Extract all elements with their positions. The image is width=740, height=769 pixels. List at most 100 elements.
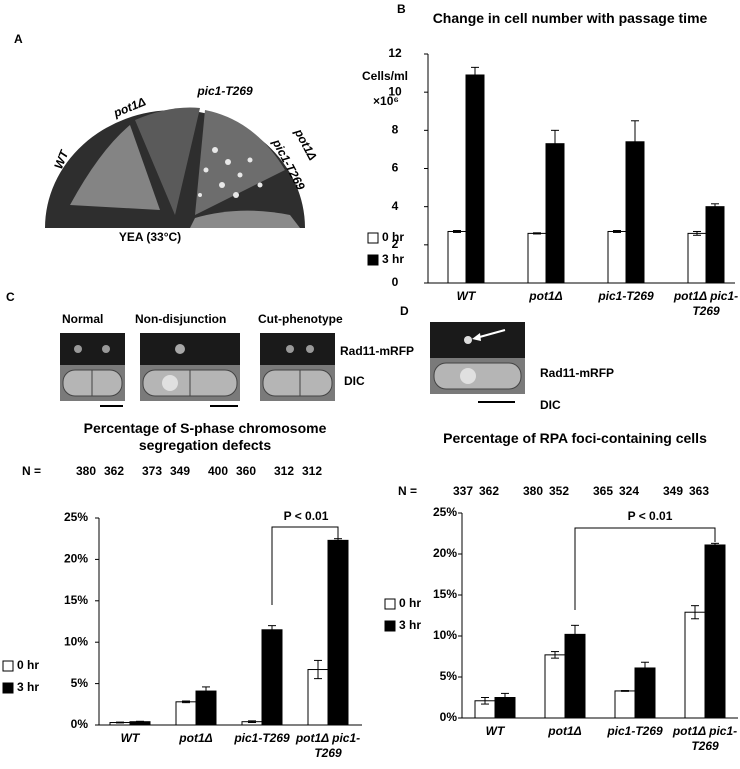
plate-label: pot1Δ [291,126,320,163]
y-tick-label: 20% [433,546,457,560]
legend-label: 0 hr [399,596,421,610]
legend-label: 3 hr [382,252,404,266]
error-bar [481,697,489,705]
channel-label: DIC [540,398,561,412]
bar [544,654,566,719]
chart-title-box: Change in cell number with passage time [433,10,708,26]
bar [607,230,627,284]
x-tick-label-box: pic1-T269 [607,724,662,738]
bar [634,667,656,719]
n-value: 400 [208,464,228,478]
x-tick-label: pot1Δ [529,289,563,303]
n-value: 349 [663,484,683,498]
x-tick-label: pot1Δ pic1-T269 [673,289,739,318]
micrographs [60,333,335,407]
error-bar [641,661,649,675]
legend-swatch [367,232,379,244]
legend-swatch [384,598,396,610]
chart-title-box: Percentage of S-phase chromosome segrega… [83,420,327,453]
y-tick-label: 0% [440,710,458,724]
x-tick-label: pot1Δ [179,731,213,745]
error-bar [571,624,579,644]
x-tick-label-box: pot1Δ [529,289,563,303]
y-tick-label: 2 [392,237,399,251]
x-tick-label-box: pot1Δ [548,724,581,738]
bar [687,232,707,284]
y-tick-label: 8 [392,123,399,137]
y-tick-label: 15% [433,587,457,601]
n-value: 380 [523,484,543,498]
y-tick-label: 5% [71,676,89,690]
error-bar [631,120,639,164]
x-tick-label-box: pot1Δ [179,731,213,745]
n-value: 312 [302,464,322,478]
x-tick-label-box: WT [121,731,140,745]
x-tick-label-box: WT [485,724,505,738]
legend-label: 3 hr [399,618,421,632]
x-tick-label: WT [456,289,476,303]
panel-label: C [6,290,15,304]
error-bar [314,659,322,680]
error-bar [621,690,629,692]
error-bar [248,720,256,724]
error-bar [453,230,461,233]
error-bar [202,686,210,696]
legend-label: 0 hr [382,230,404,244]
legend-swatch [367,254,379,266]
n-value: 363 [689,484,709,498]
n-value: 312 [274,464,294,478]
panel-label: A [14,32,23,46]
error-bar [471,66,479,84]
annotation: P < 0.01 [628,509,673,523]
y-tick-label: 10 [388,84,402,98]
channel-label: DIC [344,374,365,388]
error-bar [691,605,699,620]
bar [614,690,636,719]
y-tick-label: 0 [392,275,399,289]
plate-medium: YEA (33°C) [119,230,181,244]
legend-swatch [2,660,14,672]
y-tick-label: 15% [64,593,88,607]
phenotype-label: Normal [62,312,103,326]
n-value: 337 [453,484,473,498]
legend-label: 3 hr [17,680,39,694]
y-tick-label: 5% [440,669,458,683]
bar [527,232,547,284]
panel-label: B [397,2,406,16]
channel-label: Rad11-mRFP [540,366,614,380]
x-tick-label-box: pot1Δ pic1-T269 [295,731,361,760]
bar [705,206,725,284]
error-bar [551,651,559,659]
chart-title: Percentage of RPA foci-containing cells [443,430,707,446]
error-bar [116,721,124,724]
error-bar [711,542,719,548]
bar [704,544,726,719]
x-tick-label-box: WT [456,289,476,303]
n-value: 360 [236,464,256,478]
y-tick-label: 25% [64,510,88,524]
x-tick-label: pot1Δ pic1-T269 [295,731,361,760]
plate-photo [45,107,305,228]
n-value: 373 [142,464,162,478]
bar [684,611,706,719]
x-tick-label: pic1-T269 [598,289,654,303]
panel-label: D [400,304,409,318]
plate-label: pic1-T269 [196,84,253,98]
n-value: 362 [479,484,499,498]
chart-title: Percentage of S-phase chromosome segrega… [83,420,327,453]
n-value: 349 [170,464,190,478]
y-tick-label: 10% [433,628,457,642]
x-tick-label: pot1Δ pic1-T269 [672,724,738,753]
n-value: 362 [104,464,124,478]
n-label: N = [398,484,417,498]
legend-swatch [2,682,14,694]
bar [545,143,565,284]
error-bar [501,692,509,703]
error-bar [136,720,144,723]
x-tick-label-box: pot1Δ pic1-T269 [672,724,738,753]
error-bar [693,230,701,236]
bar [447,230,467,284]
x-tick-label: WT [485,724,505,738]
error-bar [533,232,541,235]
